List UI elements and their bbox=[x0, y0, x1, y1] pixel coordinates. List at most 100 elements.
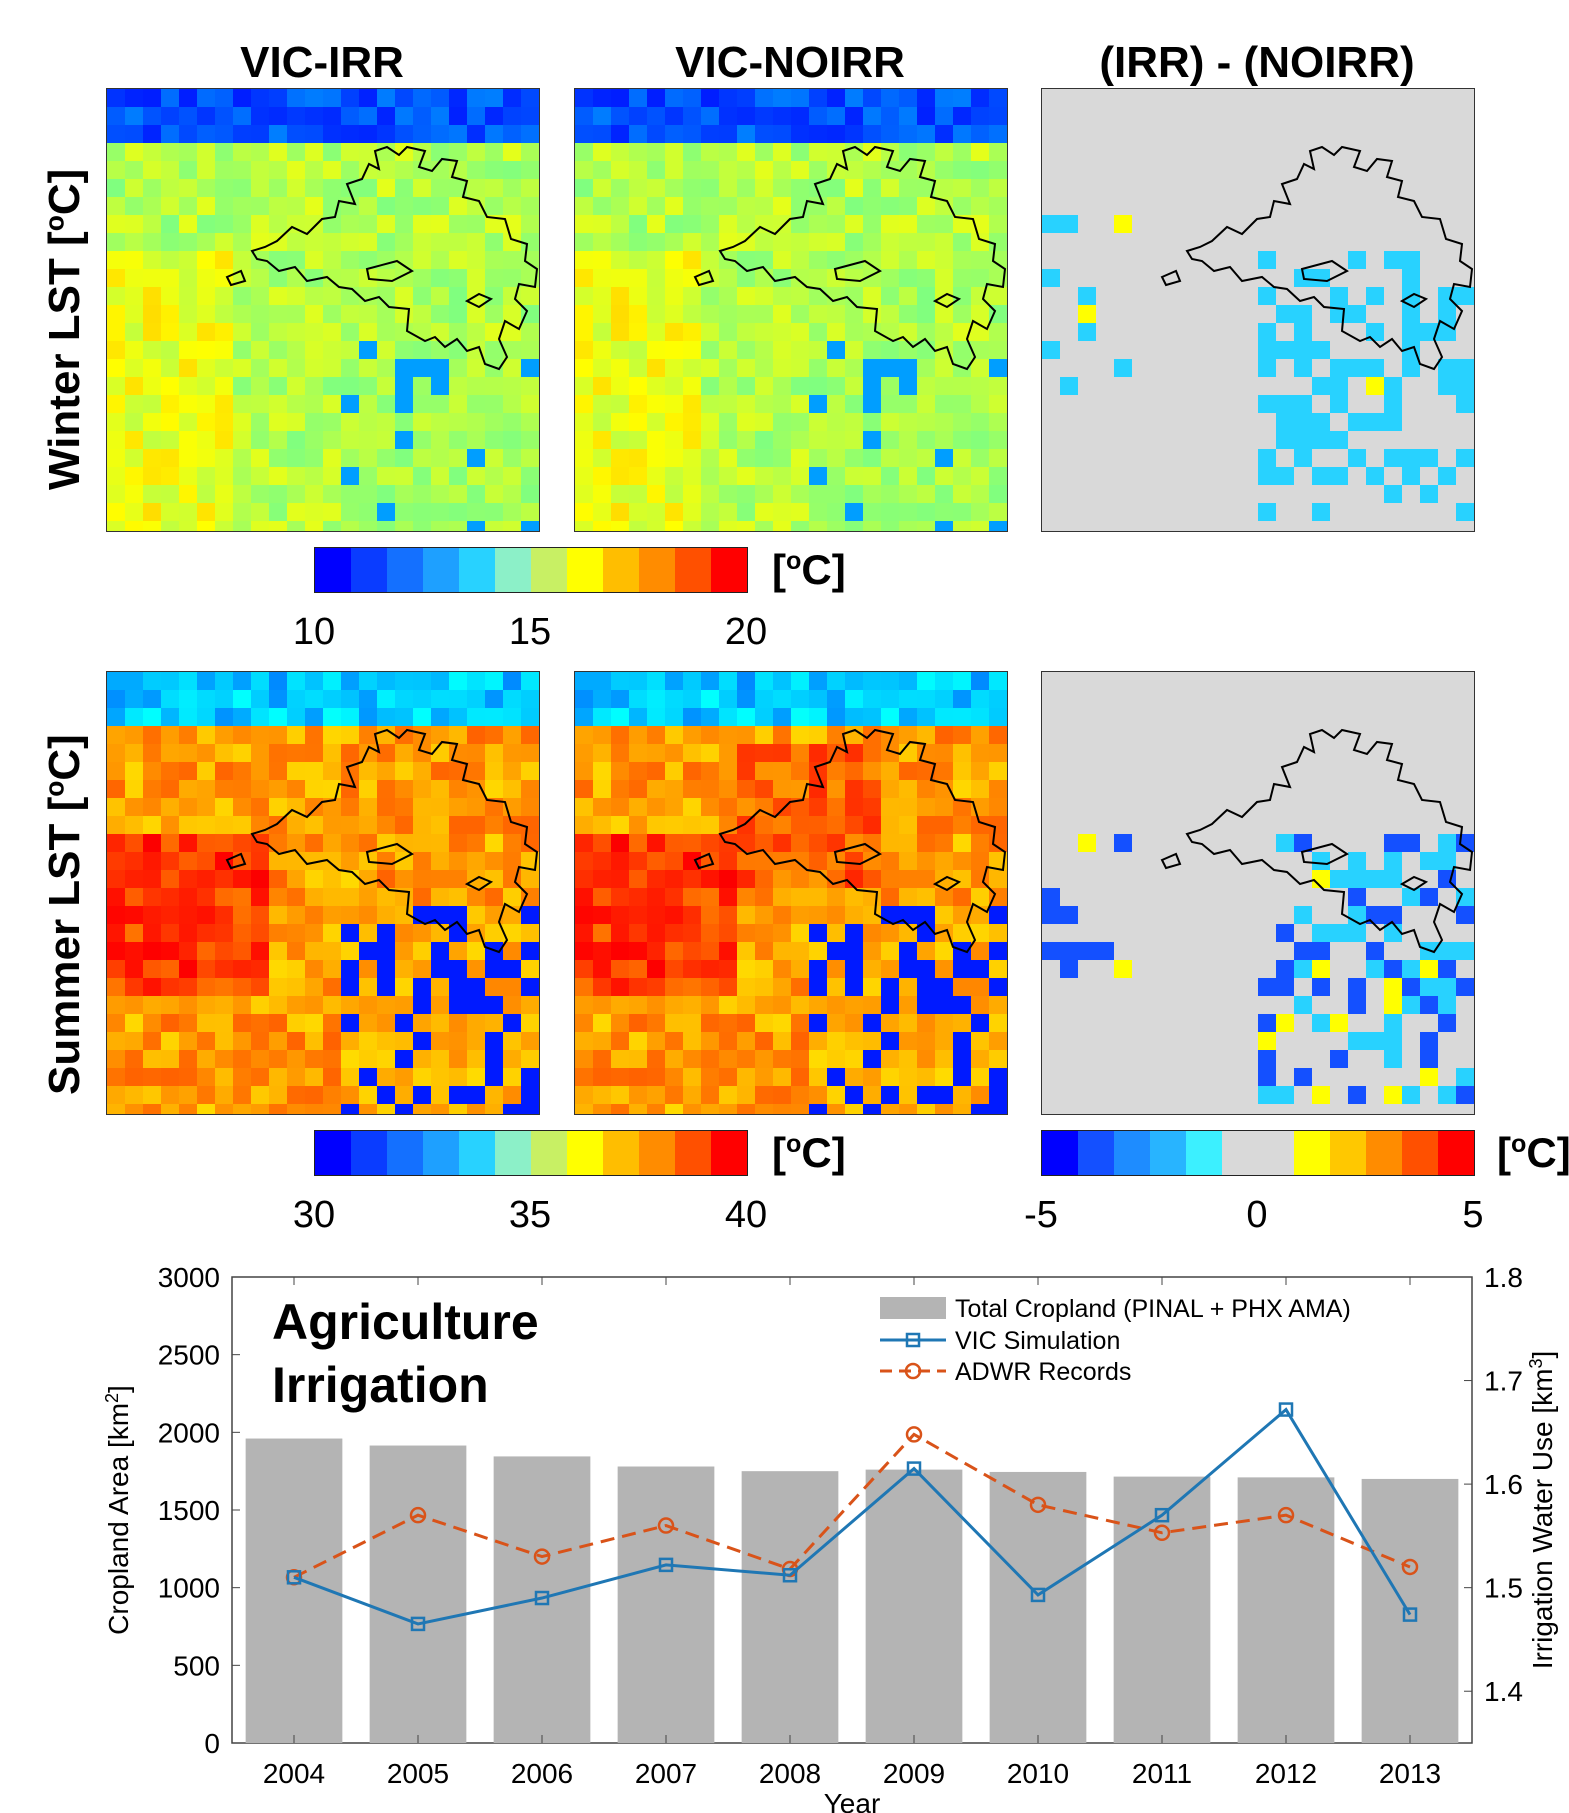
map-pixel bbox=[1186, 924, 1204, 942]
map-pixel bbox=[197, 996, 215, 1014]
colorbar-swatch bbox=[639, 1131, 675, 1175]
map-pixel bbox=[1258, 251, 1276, 269]
map-pixel bbox=[827, 395, 845, 413]
map-pixel bbox=[449, 287, 467, 305]
map-pixel bbox=[287, 143, 305, 161]
map-pixel bbox=[773, 233, 791, 251]
map-pixel bbox=[467, 179, 485, 197]
map-pixel bbox=[953, 413, 971, 431]
map-pixel bbox=[1060, 888, 1078, 906]
map-pixel bbox=[413, 521, 431, 531]
map-pixel bbox=[575, 690, 593, 708]
map-pixel bbox=[269, 978, 287, 996]
map-pixel bbox=[881, 852, 899, 870]
map-pixel bbox=[1222, 708, 1240, 726]
map-pixel bbox=[971, 708, 989, 726]
map-pixel bbox=[377, 521, 395, 531]
map-pixel bbox=[1348, 978, 1366, 996]
map-pixel bbox=[197, 107, 215, 125]
map-pixel bbox=[881, 143, 899, 161]
map-pixel bbox=[737, 888, 755, 906]
map-pixel bbox=[1240, 1014, 1258, 1032]
map-pixel bbox=[1168, 1032, 1186, 1050]
map-pixel bbox=[935, 672, 953, 690]
map-pixel bbox=[863, 413, 881, 431]
map-pixel bbox=[665, 305, 683, 323]
map-pixel bbox=[251, 1050, 269, 1068]
map-pixel bbox=[809, 1050, 827, 1068]
map-pixel bbox=[521, 521, 539, 531]
map-pixel bbox=[395, 798, 413, 816]
map-pixel bbox=[881, 816, 899, 834]
map-pixel bbox=[233, 978, 251, 996]
map-pixel bbox=[1114, 1068, 1132, 1086]
map-pixel bbox=[629, 161, 647, 179]
map-pixel bbox=[107, 341, 125, 359]
map-pixel bbox=[1402, 762, 1420, 780]
map-pixel bbox=[1168, 1086, 1186, 1104]
map-pixel bbox=[179, 125, 197, 143]
map-pixel bbox=[575, 978, 593, 996]
map-pixel bbox=[485, 924, 503, 942]
map-pixel bbox=[1042, 762, 1060, 780]
y2-axis-label: Irrigation Water Use [km3] bbox=[1526, 1351, 1558, 1670]
map-pixel bbox=[269, 395, 287, 413]
map-pixel bbox=[1348, 942, 1366, 960]
map-pixel bbox=[989, 672, 1007, 690]
map-pixel bbox=[629, 197, 647, 215]
map-pixel bbox=[233, 251, 251, 269]
map-pixel bbox=[719, 323, 737, 341]
map-pixel bbox=[305, 798, 323, 816]
map-pixel bbox=[1060, 798, 1078, 816]
map-pixel bbox=[1132, 179, 1150, 197]
map-pixel bbox=[863, 780, 881, 798]
map-pixel bbox=[179, 431, 197, 449]
map-pixel bbox=[593, 852, 611, 870]
map-pixel bbox=[719, 179, 737, 197]
map-pixel bbox=[647, 906, 665, 924]
map-pixel bbox=[755, 107, 773, 125]
map-pixel bbox=[701, 107, 719, 125]
map-pixel bbox=[341, 672, 359, 690]
map-pixel bbox=[971, 107, 989, 125]
map-pixel bbox=[665, 1086, 683, 1104]
colorbar-swatch bbox=[531, 548, 567, 592]
map-pixel bbox=[845, 143, 863, 161]
map-pixel bbox=[323, 107, 341, 125]
map-pixel bbox=[1042, 942, 1060, 960]
map-pixel bbox=[431, 798, 449, 816]
map-pixel bbox=[665, 161, 683, 179]
map-pixel bbox=[1240, 726, 1258, 744]
map-pixel bbox=[125, 816, 143, 834]
map-pixel bbox=[737, 431, 755, 449]
map-pixel bbox=[1150, 1032, 1168, 1050]
map-pixel bbox=[1366, 816, 1384, 834]
map-pixel bbox=[683, 1032, 701, 1050]
map-pixel bbox=[359, 978, 377, 996]
map-pixel bbox=[323, 305, 341, 323]
map-pixel bbox=[485, 816, 503, 834]
map-pixel bbox=[683, 1086, 701, 1104]
map-pixel bbox=[1186, 125, 1204, 143]
map-pixel bbox=[701, 960, 719, 978]
map-pixel bbox=[791, 377, 809, 395]
map-pixel bbox=[755, 197, 773, 215]
map-pixel bbox=[1150, 467, 1168, 485]
map-pixel bbox=[971, 888, 989, 906]
map-pixel bbox=[1114, 690, 1132, 708]
map-pixel bbox=[269, 1068, 287, 1086]
map-pixel bbox=[1402, 798, 1420, 816]
map-pixel bbox=[665, 125, 683, 143]
map-pixel bbox=[341, 233, 359, 251]
map-pixel bbox=[305, 978, 323, 996]
colorbar-difference-tick: -5 bbox=[1024, 1194, 1058, 1236]
map-pixel bbox=[1222, 960, 1240, 978]
map-pixel bbox=[503, 726, 521, 744]
map-pixel bbox=[359, 323, 377, 341]
map-pixel bbox=[1384, 726, 1402, 744]
map-pixel bbox=[1294, 107, 1312, 125]
map-pixel bbox=[143, 341, 161, 359]
map-pixel bbox=[881, 888, 899, 906]
map-pixel bbox=[179, 780, 197, 798]
map-pixel bbox=[1366, 672, 1384, 690]
